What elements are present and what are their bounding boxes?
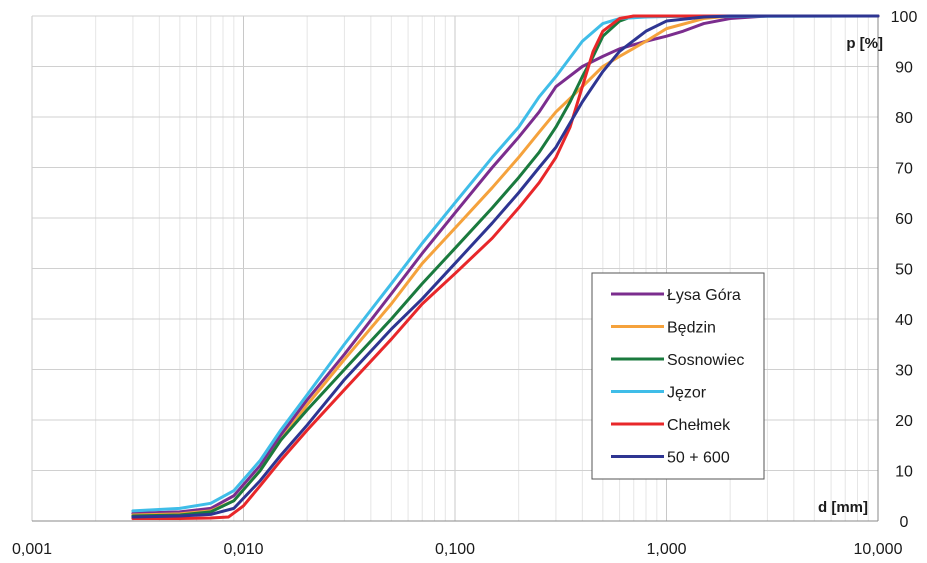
y-tick-label: 10 (895, 464, 913, 481)
y-tick-label: 70 (895, 161, 913, 178)
y-tick-label: 60 (895, 211, 913, 228)
series-line (131, 14, 880, 517)
x-tick-label: 10,000 (854, 541, 903, 558)
legend: Łysa Góra Będzin Sosnowiec Jęzor Chełmek 50 +… (591, 272, 765, 480)
x-tick-labels: 0,001 0,010 0,100 1,000 10,000 (12, 541, 903, 558)
y-tick-labels: 0 10 20 30 40 50 60 70 80 90 100 (891, 9, 918, 531)
y-tick-label: 90 (895, 60, 913, 77)
series-line (131, 14, 880, 519)
y-tick-label: 100 (891, 9, 918, 26)
x-axis-title: d [mm] (818, 499, 868, 516)
legend-box (591, 272, 765, 480)
series-line (131, 14, 880, 515)
x-tick-label: 1,000 (646, 541, 686, 558)
series-line (131, 14, 880, 513)
legend-label: 50 + 600 (667, 450, 730, 467)
legend-label: Chełmek (667, 417, 731, 434)
y-tick-label: 0 (900, 514, 909, 531)
legend-label: Będzin (667, 320, 716, 337)
x-tick-label: 0,100 (435, 541, 475, 558)
legend-label: Jęzor (667, 385, 707, 402)
y-tick-label: 30 (895, 363, 913, 380)
legend-label: Sosnowiec (667, 352, 744, 369)
y-tick-label: 40 (895, 312, 913, 329)
y-tick-label: 20 (895, 413, 913, 430)
y-axis-title: p [%] (846, 35, 883, 52)
x-tick-label: 0,010 (223, 541, 263, 558)
x-tick-label: 0,001 (12, 541, 52, 558)
series-layer (131, 14, 880, 520)
y-tick-label: 50 (895, 262, 913, 279)
series-line (131, 14, 880, 518)
y-tick-label: 80 (895, 110, 913, 127)
legend-label: Łysa Góra (667, 287, 741, 304)
series-line (131, 14, 880, 520)
